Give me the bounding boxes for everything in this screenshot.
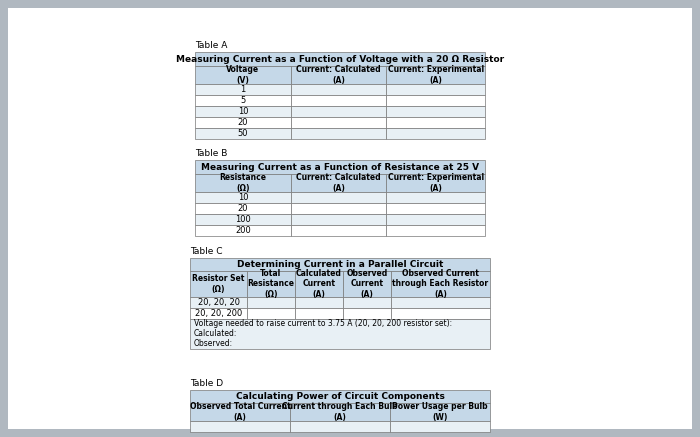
- Text: Observed:: Observed:: [194, 340, 233, 348]
- Bar: [386, 203, 485, 214]
- Bar: [343, 297, 391, 308]
- Text: 1: 1: [240, 85, 246, 94]
- Text: Table D: Table D: [190, 379, 223, 388]
- Bar: [343, 308, 391, 319]
- Text: Determining Current in a Parallel Circuit: Determining Current in a Parallel Circui…: [237, 260, 443, 269]
- Bar: [386, 214, 485, 225]
- Bar: [290, 403, 390, 421]
- Text: Current: Calculated
(A): Current: Calculated (A): [296, 173, 381, 193]
- Text: 20: 20: [237, 204, 248, 213]
- Text: 5: 5: [240, 96, 246, 105]
- Bar: [295, 271, 343, 297]
- Bar: [290, 225, 386, 236]
- Bar: [386, 192, 485, 203]
- Text: Total
Resistance
(Ω): Total Resistance (Ω): [248, 269, 295, 299]
- Bar: [290, 203, 386, 214]
- Bar: [386, 106, 485, 117]
- Bar: [190, 297, 247, 308]
- Bar: [290, 106, 386, 117]
- Text: Resistor Set
(Ω): Resistor Set (Ω): [193, 274, 245, 294]
- Bar: [195, 84, 290, 95]
- Bar: [195, 174, 290, 192]
- Text: Current: Experimental
(A): Current: Experimental (A): [388, 65, 484, 85]
- Text: 20, 20, 200: 20, 20, 200: [195, 309, 242, 318]
- Bar: [195, 192, 290, 203]
- Bar: [390, 403, 490, 421]
- Bar: [290, 95, 386, 106]
- Bar: [386, 174, 485, 192]
- Bar: [190, 308, 247, 319]
- Bar: [290, 174, 386, 192]
- Text: 100: 100: [235, 215, 251, 224]
- Bar: [290, 84, 386, 95]
- Bar: [195, 160, 485, 174]
- Bar: [386, 128, 485, 139]
- Bar: [290, 214, 386, 225]
- Bar: [195, 225, 290, 236]
- Text: Voltage
(V): Voltage (V): [226, 65, 260, 85]
- Text: Observed
Current
(A): Observed Current (A): [346, 269, 388, 299]
- Bar: [195, 106, 290, 117]
- Bar: [290, 117, 386, 128]
- Bar: [343, 271, 391, 297]
- Text: Voltage needed to raise current to 3.75 A (20, 20, 200 resistor set):: Voltage needed to raise current to 3.75 …: [194, 319, 452, 329]
- Bar: [386, 95, 485, 106]
- Bar: [190, 403, 290, 421]
- Text: 20, 20, 20: 20, 20, 20: [197, 298, 239, 307]
- Text: Table A: Table A: [195, 41, 228, 50]
- Bar: [386, 117, 485, 128]
- Text: Measuring Current as a Function of Resistance at 25 V: Measuring Current as a Function of Resis…: [201, 163, 479, 171]
- Bar: [386, 84, 485, 95]
- Bar: [247, 297, 295, 308]
- Text: 50: 50: [237, 129, 248, 138]
- Text: Measuring Current as a Function of Voltage with a 20 Ω Resistor: Measuring Current as a Function of Volta…: [176, 55, 504, 63]
- Bar: [195, 214, 290, 225]
- Bar: [190, 421, 290, 432]
- Bar: [290, 128, 386, 139]
- Bar: [195, 117, 290, 128]
- Bar: [247, 271, 295, 297]
- Text: Observed Current
through Each Resistor
(A): Observed Current through Each Resistor (…: [393, 269, 489, 299]
- Bar: [247, 308, 295, 319]
- Text: 20: 20: [237, 118, 248, 127]
- Bar: [295, 297, 343, 308]
- Text: Calculated:: Calculated:: [194, 329, 237, 339]
- Bar: [391, 308, 490, 319]
- Text: Calculated
Current
(A): Calculated Current (A): [296, 269, 342, 299]
- Text: 10: 10: [237, 107, 248, 116]
- Bar: [290, 421, 390, 432]
- Bar: [386, 225, 485, 236]
- Bar: [290, 192, 386, 203]
- Bar: [195, 95, 290, 106]
- Bar: [390, 421, 490, 432]
- Bar: [195, 66, 290, 84]
- Bar: [195, 128, 290, 139]
- Text: Calculating Power of Circuit Components: Calculating Power of Circuit Components: [236, 392, 444, 401]
- Bar: [290, 66, 386, 84]
- Bar: [190, 258, 490, 271]
- Text: Table C: Table C: [190, 247, 223, 256]
- Text: Current through Each Bulb
(A): Current through Each Bulb (A): [282, 402, 398, 422]
- Text: Resistance
(Ω): Resistance (Ω): [219, 173, 266, 193]
- Bar: [190, 319, 490, 349]
- Text: 10: 10: [237, 193, 248, 202]
- Bar: [386, 66, 485, 84]
- Text: Power Usage per Bulb
(W): Power Usage per Bulb (W): [392, 402, 488, 422]
- Text: 200: 200: [235, 226, 251, 235]
- Text: Observed Total Current
(A): Observed Total Current (A): [190, 402, 290, 422]
- Text: Current: Calculated
(A): Current: Calculated (A): [296, 65, 381, 85]
- Bar: [391, 271, 490, 297]
- Bar: [391, 297, 490, 308]
- Bar: [195, 52, 485, 66]
- Bar: [190, 390, 490, 403]
- Bar: [190, 271, 247, 297]
- Bar: [295, 308, 343, 319]
- Bar: [195, 203, 290, 214]
- Text: Table B: Table B: [195, 149, 228, 158]
- Text: Current: Experimental
(A): Current: Experimental (A): [388, 173, 484, 193]
